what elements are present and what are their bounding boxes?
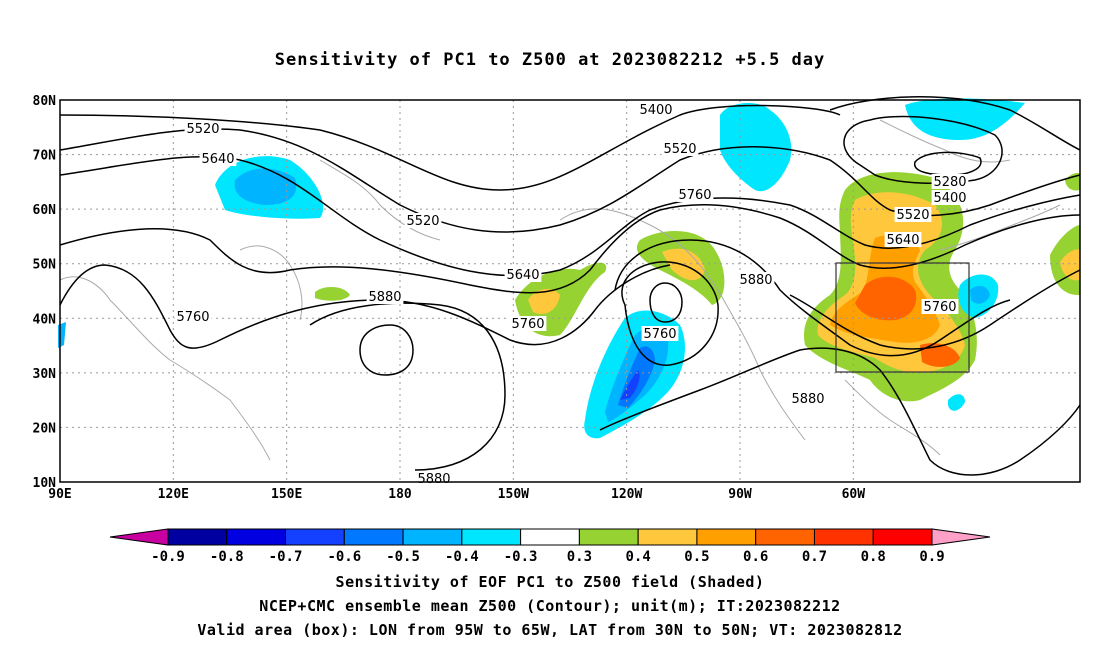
colorbar-label: 0.6 — [743, 549, 768, 565]
lat-tick-label: 30N — [33, 367, 57, 382]
colorbar-high-arrow — [931, 528, 991, 546]
contour-label-bg — [174, 309, 212, 324]
lon-tick-label: 60W — [842, 487, 866, 502]
latitude-tick-labels: 80N 70N 60N 50N 40N 30N 20N 10N — [33, 94, 57, 491]
lon-tick-label: 150E — [271, 487, 302, 502]
contour-label: 5640 — [506, 268, 539, 283]
colorbar-label: -0.7 — [269, 549, 303, 565]
contour-label: 5880 — [368, 290, 401, 305]
colorbar-swatch — [167, 528, 228, 546]
plot-frame — [59, 99, 1081, 483]
contour-label: 5760 — [678, 188, 711, 203]
footer-line-2: NCEP+CMC ensemble mean Z500 (Contour); u… — [259, 597, 841, 615]
lon-tick-label: 150W — [498, 487, 529, 502]
contour-label: 5760 — [643, 327, 676, 342]
colorbar-swatch — [285, 528, 345, 546]
colorbar-swatch — [461, 528, 522, 546]
colorbar-low-arrow — [109, 528, 169, 546]
lat-tick-label: 10N — [33, 476, 57, 491]
contour-label: 5400 — [639, 103, 672, 118]
colorbar-label: -0.8 — [210, 549, 244, 565]
colorbar-label: 0.8 — [861, 549, 886, 565]
lon-tick-label: 120E — [158, 487, 189, 502]
lat-tick-label: 20N — [33, 421, 57, 436]
lon-tick-label: 180 — [388, 487, 412, 502]
lat-tick-label: 80N — [33, 94, 57, 109]
colorbar-label: 0.5 — [684, 549, 709, 565]
contour-label-bg — [931, 174, 969, 189]
colorbar-label: -0.4 — [445, 549, 479, 565]
contour-label-bg — [366, 289, 404, 304]
contour-label: 5520 — [406, 214, 439, 229]
colorbar-swatch — [226, 528, 287, 546]
contour-label-bg — [504, 267, 542, 282]
contour-label-bg — [637, 102, 675, 117]
contour-label-bg — [921, 299, 959, 314]
contour-label: 5520 — [896, 208, 929, 223]
lon-tick-label: 90W — [728, 487, 752, 502]
contour-label-bg — [884, 232, 922, 247]
contour-label-bg — [184, 121, 222, 136]
colorbar-label: -0.6 — [327, 549, 361, 565]
colorbar-swatch — [872, 528, 933, 546]
contour-label-bg — [789, 391, 827, 406]
colorbar-swatch — [402, 528, 463, 546]
contour-label: 5640 — [201, 152, 234, 167]
contour-label: 5520 — [186, 122, 219, 137]
contour-label: 5760 — [176, 310, 209, 325]
colorbar-label: 0.3 — [567, 549, 592, 565]
colorbar-label: 0.4 — [626, 549, 651, 565]
lat-tick-label: 70N — [33, 149, 57, 164]
colorbar-swatch — [696, 528, 757, 546]
contour-label-bg — [509, 316, 547, 331]
contour-label-bg — [641, 326, 679, 341]
coastline — [59, 119, 1061, 461]
contour-label: 5280 — [933, 175, 966, 190]
lat-tick-label: 50N — [33, 258, 57, 273]
colorbar-label: 0.7 — [802, 549, 827, 565]
footer-line-1: Sensitivity of EOF PC1 to Z500 field (Sh… — [335, 573, 765, 591]
contour-label: 5640 — [886, 233, 919, 248]
contour-label: 5520 — [663, 142, 696, 157]
valid-area-box — [835, 262, 970, 373]
contour-label-bg — [404, 213, 442, 228]
colorbar-swatch — [520, 528, 580, 546]
contour-label: 5880 — [739, 273, 772, 288]
z500-contours — [59, 96, 1081, 476]
lon-tick-label: 120W — [611, 487, 642, 502]
contour-label: 5760 — [923, 300, 956, 315]
colorbar-swatch — [343, 528, 404, 546]
contour-label: 5400 — [933, 191, 966, 206]
contour-label-bg — [894, 207, 932, 222]
colorbar-swatch — [637, 528, 698, 546]
colorbar-swatch — [813, 528, 874, 546]
sensitivity-shading — [58, 98, 1080, 439]
colorbar-swatch — [578, 528, 639, 546]
colorbar-swatch — [755, 528, 815, 546]
chart-title: Sensitivity of PC1 to Z500 at 2023082212… — [274, 50, 826, 70]
contour-label: 5880 — [417, 472, 450, 487]
lon-tick-label: 90E — [48, 487, 71, 502]
footer-line-3: Valid area (box): LON from 95W to 65W, L… — [197, 621, 903, 639]
lat-tick-label: 60N — [33, 203, 57, 218]
colorbar-label: -0.5 — [386, 549, 420, 565]
colorbar-label: -0.9 — [151, 549, 185, 565]
lat-tick-label: 40N — [33, 312, 57, 327]
contour-label-bg — [661, 141, 699, 156]
contour-label-bg — [737, 272, 775, 287]
colorbar-label: -0.3 — [504, 549, 538, 565]
contour-label-bg — [931, 190, 969, 205]
colorbar-label: 0.9 — [919, 549, 944, 565]
contour-label-bg — [199, 151, 237, 166]
contour-label: 5760 — [511, 317, 544, 332]
colorbar: -0.9 -0.8 -0.7 -0.6 -0.5 -0.4 -0.3 0.3 0.4 0.5 0.6… — [109, 528, 991, 565]
contour-label: 5880 — [791, 392, 824, 407]
longitude-tick-labels: 90E 120E 150E 180 150W 120W 90W 60W — [48, 487, 865, 502]
contour-label-bg — [676, 187, 714, 202]
